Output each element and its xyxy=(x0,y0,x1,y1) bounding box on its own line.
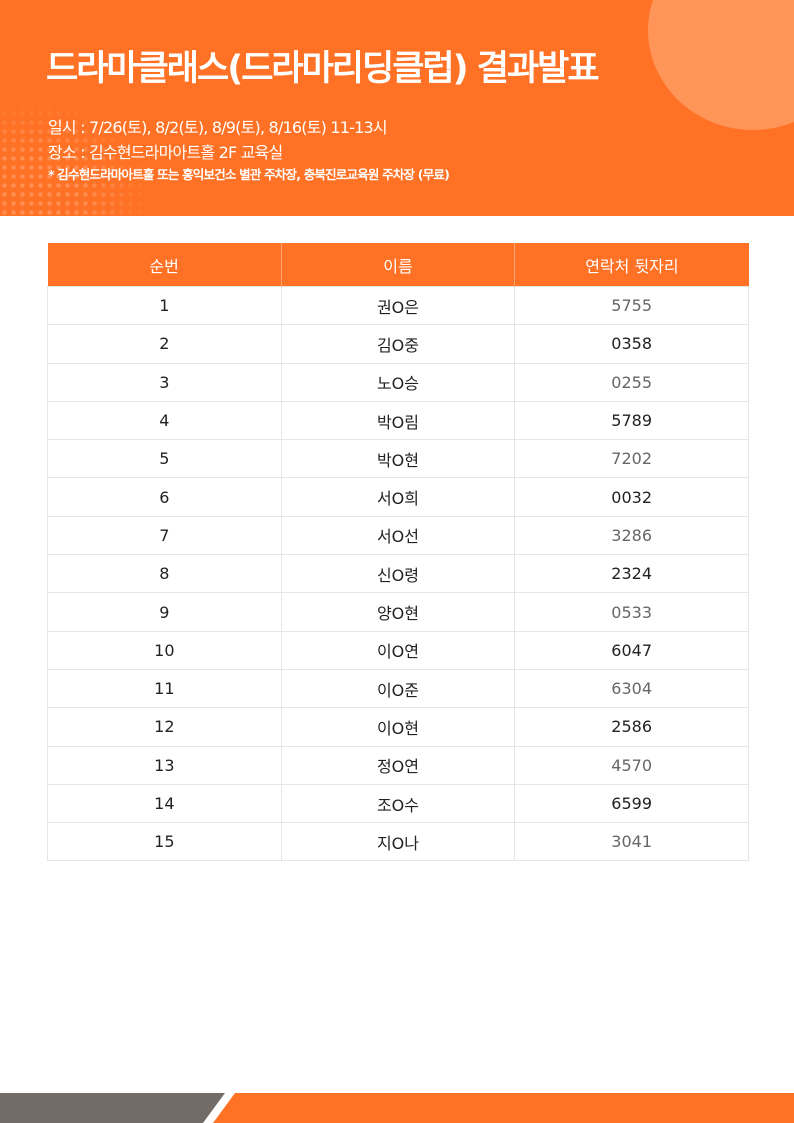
cell-phone: 5789 xyxy=(514,400,749,441)
table-row: 1 권O은 5755 xyxy=(47,285,749,326)
cell-phone: 4570 xyxy=(514,745,749,785)
header-banner: 드라마클래스(드라마리딩클럽) 결과발표 일시 : 7/26(토), 8/2(토… xyxy=(0,0,794,216)
table-row: 8 신O령 2324 xyxy=(47,554,749,594)
cell-name: 양O현 xyxy=(280,592,516,632)
column-header-phone: 연락처 뒷자리 xyxy=(514,243,749,287)
cell-phone: 5755 xyxy=(514,285,749,326)
cell-phone: 7202 xyxy=(514,439,749,479)
cell-name: 김O중 xyxy=(280,324,516,364)
cell-phone: 6599 xyxy=(514,783,749,824)
cell-phone: 6304 xyxy=(514,668,749,709)
cell-number: 15 xyxy=(47,822,282,862)
decorative-dot-pattern xyxy=(0,100,150,216)
page-title: 드라마클래스(드라마리딩클럽) 결과발표 xyxy=(46,49,600,89)
footer-orange-band xyxy=(213,1093,794,1123)
cell-number: 11 xyxy=(47,668,282,709)
cell-number: 7 xyxy=(47,515,282,556)
table-row: 5 박O현 7202 xyxy=(47,439,749,479)
cell-name: 이O현 xyxy=(280,707,516,747)
cell-phone: 2586 xyxy=(514,707,749,747)
cell-number: 1 xyxy=(47,285,282,326)
cell-name: 서O희 xyxy=(280,477,516,517)
table-row: 15 지O나 3041 xyxy=(47,822,749,862)
cell-name: 이O준 xyxy=(280,668,516,709)
cell-name: 정O연 xyxy=(280,745,516,785)
table-row: 10 이O연 6047 xyxy=(47,630,749,670)
cell-number: 10 xyxy=(47,630,282,670)
cell-number: 13 xyxy=(47,745,282,785)
results-table: 순번 이름 연락처 뒷자리 1 권O은 5755 2 김O중 0358 3 노O승 0255 4 박… xyxy=(47,243,749,862)
cell-name: 신O령 xyxy=(280,554,516,594)
table-row: 4 박O림 5789 xyxy=(47,400,749,441)
cell-number: 14 xyxy=(47,783,282,824)
cell-number: 9 xyxy=(47,592,282,632)
table-row: 12 이O현 2586 xyxy=(47,707,749,747)
parking-note: * 김수현드라마아트홀 또는 홍익보건소 별관 주차장, 충북진로교육원 주차장… xyxy=(48,167,450,182)
table-row: 2 김O중 0358 xyxy=(47,324,749,364)
cell-number: 6 xyxy=(47,477,282,517)
footer-gray-band xyxy=(0,1093,225,1123)
table-row: 6 서O희 0032 xyxy=(47,477,749,517)
column-header-name: 이름 xyxy=(280,243,515,287)
cell-phone: 0358 xyxy=(514,324,749,364)
cell-phone: 0533 xyxy=(514,592,749,632)
decorative-circle xyxy=(648,0,794,130)
cell-phone: 2324 xyxy=(514,554,749,594)
cell-number: 5 xyxy=(47,439,282,479)
event-place: 장소 : 김수현드라마아트홀 2F 교육실 xyxy=(48,143,283,162)
cell-name: 지O나 xyxy=(280,822,516,862)
table-row: 13 정O연 4570 xyxy=(47,745,749,785)
column-header-number: 순번 xyxy=(47,243,282,287)
cell-phone: 0255 xyxy=(514,362,749,402)
cell-name: 조O수 xyxy=(280,783,516,824)
event-date: 일시 : 7/26(토), 8/2(토), 8/9(토), 8/16(토) 11… xyxy=(48,118,388,137)
table-header-row: 순번 이름 연락처 뒷자리 xyxy=(47,243,749,287)
cell-number: 4 xyxy=(47,400,282,441)
cell-phone: 0032 xyxy=(514,477,749,517)
cell-phone: 3286 xyxy=(514,515,749,556)
table-row: 3 노O승 0255 xyxy=(47,362,749,402)
cell-name: 이O연 xyxy=(280,630,516,670)
table-row: 7 서O선 3286 xyxy=(47,515,749,556)
cell-name: 서O선 xyxy=(280,515,516,556)
cell-number: 12 xyxy=(47,707,282,747)
table-row: 11 이O준 6304 xyxy=(47,668,749,709)
table-row: 14 조O수 6599 xyxy=(47,783,749,824)
cell-phone: 3041 xyxy=(514,822,749,862)
cell-phone: 6047 xyxy=(514,630,749,670)
table-row: 9 양O현 0533 xyxy=(47,592,749,632)
cell-number: 2 xyxy=(47,324,282,364)
cell-name: 박O현 xyxy=(280,439,516,479)
cell-name: 박O림 xyxy=(280,400,516,441)
cell-number: 8 xyxy=(47,554,282,594)
cell-number: 3 xyxy=(47,362,282,402)
cell-name: 권O은 xyxy=(280,285,516,326)
cell-name: 노O승 xyxy=(280,362,516,402)
